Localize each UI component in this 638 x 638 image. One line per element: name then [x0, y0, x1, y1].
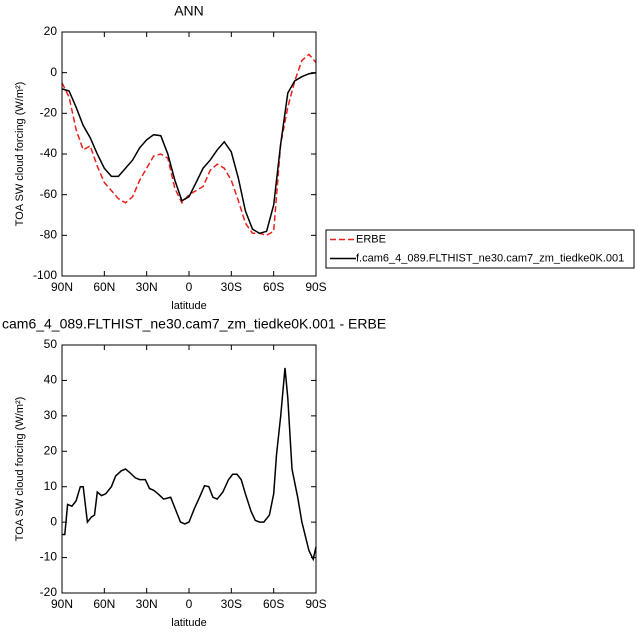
x-tick-label: 90N [51, 597, 73, 611]
x-tick-label: 0 [186, 597, 193, 611]
x-tick-label: 30N [136, 280, 158, 294]
x-axis-label: latitude [171, 617, 206, 629]
y-tick-label: 50 [44, 337, 58, 351]
line-series [61, 53, 317, 237]
line-series [62, 367, 317, 562]
x-tick-label: 90N [51, 280, 73, 294]
y-tick-label: 0 [50, 65, 57, 79]
legend-box [325, 229, 635, 269]
legend-label: f.cam6_4_089.FLTHIST_ne30.cam7_zm_tiedke… [356, 252, 624, 264]
y-axis-label: TOA SW cloud forcing (W/m²) [14, 82, 26, 227]
chart-title: ANN [174, 3, 204, 19]
y-tick-label: 20 [44, 24, 58, 38]
y-tick-label: 30 [44, 408, 58, 422]
x-tick-label: 90S [305, 280, 326, 294]
x-tick-label: 0 [186, 280, 193, 294]
y-tick-label: 10 [44, 479, 58, 493]
y-tick-label: -20 [40, 106, 58, 120]
x-tick-label: 60S [263, 280, 284, 294]
x-tick-label: 60N [93, 597, 115, 611]
y-tick-label: -10 [40, 550, 58, 564]
x-tick-label: 30S [221, 280, 242, 294]
plot-frame [61, 344, 317, 594]
x-tick-label: 30S [221, 597, 242, 611]
line-series [61, 71, 317, 235]
x-tick-label: 60S [263, 597, 284, 611]
legend-label: ERBE [356, 233, 386, 245]
y-axis-label: TOA SW cloud forcing (W/m²) [14, 397, 26, 542]
y-tick-label: -100 [33, 268, 57, 282]
y-tick-label: -80 [40, 228, 58, 242]
plot-frame [61, 31, 317, 277]
y-tick-label: 0 [50, 514, 57, 528]
x-tick-label: 90S [305, 597, 326, 611]
y-tick-label: -60 [40, 187, 58, 201]
y-tick-label: -40 [40, 146, 58, 160]
y-tick-label: 20 [44, 443, 58, 457]
x-tick-label: 60N [93, 280, 115, 294]
x-axis-label: latitude [171, 300, 206, 312]
chart-title: cam6_4_089.FLTHIST_ne30.cam7_zm_tiedke0K… [2, 316, 386, 332]
x-tick-label: 30N [136, 597, 158, 611]
y-tick-label: 40 [44, 373, 58, 387]
y-tick-label: -20 [40, 585, 58, 599]
